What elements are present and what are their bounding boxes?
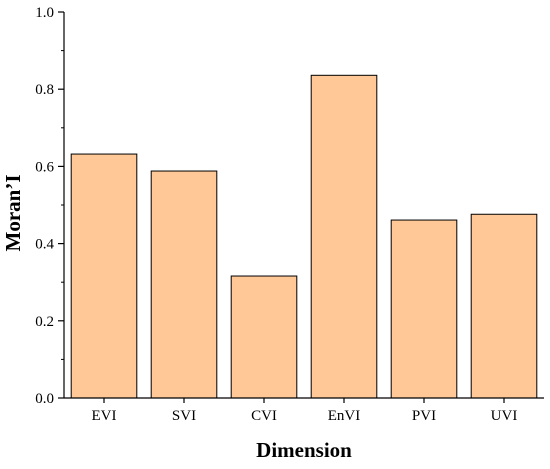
x-tick-label: CVI xyxy=(251,408,277,424)
y-tick-label: 0.6 xyxy=(35,159,54,175)
x-tick-label: EnVI xyxy=(328,408,361,424)
x-ticks-group: EVI SVI CVI EnVI PVI UVI xyxy=(92,398,518,424)
bar-uvi xyxy=(470,213,538,399)
x-tick-label: SVI xyxy=(172,408,196,424)
bar-envi xyxy=(310,74,378,399)
y-tick-label: 0.4 xyxy=(35,237,54,253)
y-axis-title: Moran’I xyxy=(1,175,25,252)
x-tick-label: EVI xyxy=(92,408,117,424)
x-tick-label: PVI xyxy=(412,408,436,424)
y-tick-label: 0.0 xyxy=(35,391,54,407)
x-axis-title: Dimension xyxy=(256,438,352,462)
bar-pvi xyxy=(390,219,458,399)
y-tick-label: 0.2 xyxy=(35,314,54,330)
bar-evi xyxy=(70,153,138,399)
y-ticks-group: 0.0 0.2 0.4 0.6 0.8 1.0 xyxy=(35,5,64,407)
bar-svi xyxy=(150,170,218,399)
y-tick-label: 0.8 xyxy=(35,82,54,98)
bars-group xyxy=(70,74,538,399)
y-tick-label: 1.0 xyxy=(35,5,54,21)
bar-cvi xyxy=(230,275,298,399)
x-tick-label: UVI xyxy=(491,408,518,424)
